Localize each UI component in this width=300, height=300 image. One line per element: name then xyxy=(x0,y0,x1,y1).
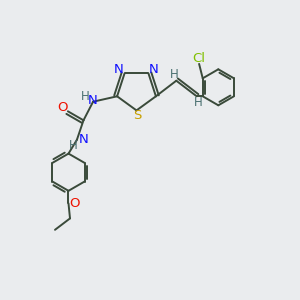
Text: H: H xyxy=(194,96,203,110)
Text: O: O xyxy=(69,197,80,210)
Text: N: N xyxy=(79,133,88,146)
Text: O: O xyxy=(57,100,68,114)
Text: Cl: Cl xyxy=(193,52,206,65)
Text: H: H xyxy=(69,139,78,152)
Text: H: H xyxy=(169,68,178,81)
Text: H: H xyxy=(81,90,90,103)
Text: N: N xyxy=(88,94,98,107)
Text: S: S xyxy=(133,109,141,122)
Text: N: N xyxy=(114,63,124,76)
Text: N: N xyxy=(149,63,159,76)
